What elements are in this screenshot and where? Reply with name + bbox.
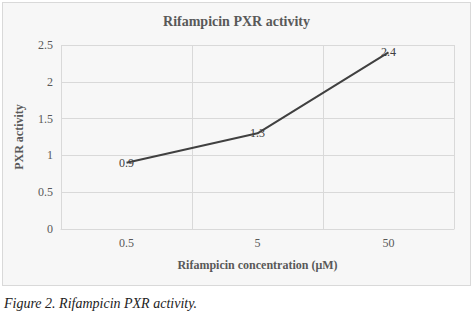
svg-text:PXR activity: PXR activity	[12, 104, 26, 170]
svg-text:2: 2	[47, 75, 53, 89]
svg-text:0.5: 0.5	[119, 236, 134, 250]
svg-text:2.4: 2.4	[381, 45, 396, 59]
svg-text:50: 50	[383, 236, 395, 250]
svg-text:0.5: 0.5	[38, 185, 53, 199]
svg-text:5: 5	[255, 236, 261, 250]
svg-text:0.9: 0.9	[119, 156, 134, 170]
svg-text:1.3: 1.3	[250, 126, 265, 140]
html-text:Figure 2. Rifampicin PXR activ: Figure 2. Rifampicin PXR activity.	[4, 296, 198, 311]
svg-text:2.5: 2.5	[38, 38, 53, 52]
svg-text:1: 1	[47, 148, 53, 162]
svg-text:Rifampicin concentration (μM): Rifampicin concentration (μM)	[177, 258, 337, 272]
svg-text:1.5: 1.5	[38, 112, 53, 126]
svg-text:0: 0	[47, 222, 53, 236]
svg-text:Rifampicin PXR activity: Rifampicin PXR activity	[163, 14, 310, 29]
